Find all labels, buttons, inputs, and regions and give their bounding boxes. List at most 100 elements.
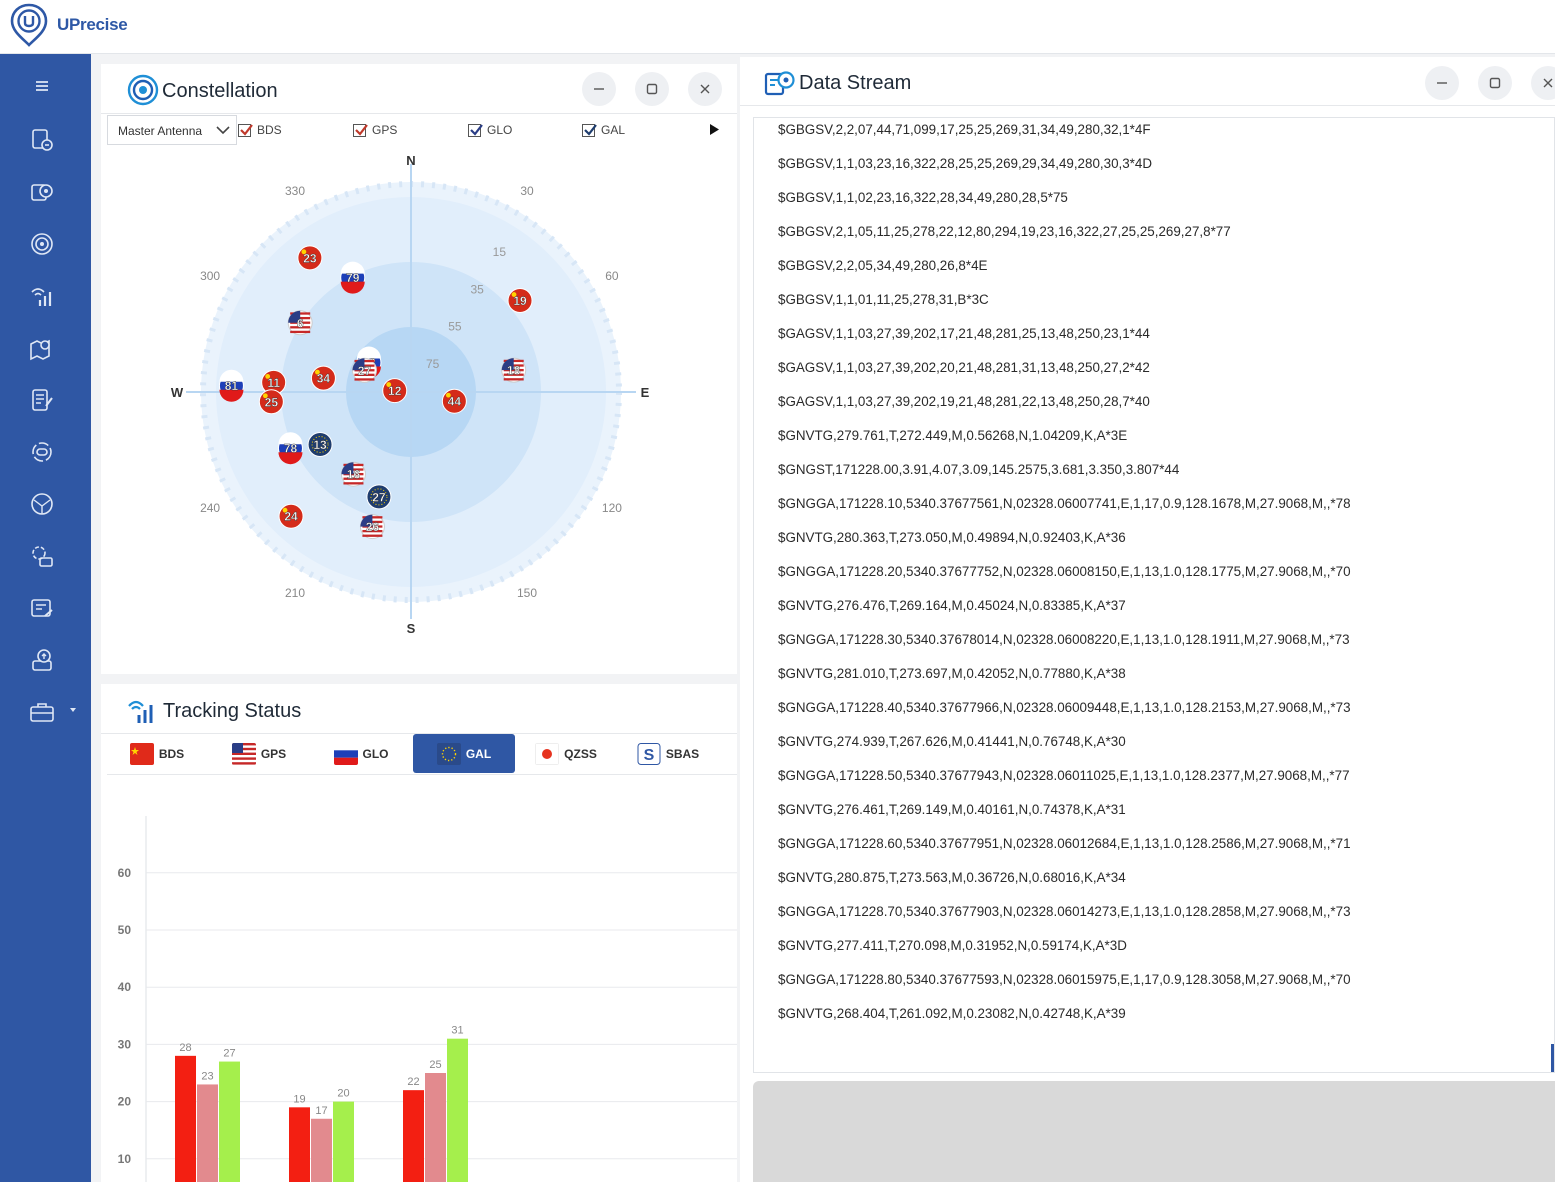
data-log-icon[interactable] (24, 590, 60, 626)
stream-line: $GBGSV,1,1,01,11,25,278,31,B*3C (778, 292, 989, 307)
notes-edit-icon[interactable] (24, 382, 60, 418)
bar-value-label: 25 (429, 1059, 441, 1071)
satellite-glo-81[interactable]: 81 (218, 369, 244, 402)
azimuth-label: 300 (200, 269, 220, 283)
menu-icon[interactable] (24, 68, 60, 104)
azimuth-label: 120 (602, 501, 622, 515)
satellite-gps-18[interactable]: 18 (501, 357, 527, 383)
satellite-bds-12[interactable]: 12 (382, 378, 408, 404)
satellite-id-label: 19 (513, 294, 527, 308)
satellite-bds-34[interactable]: 34 (310, 365, 336, 391)
bar-value-label: 20 (337, 1088, 349, 1100)
bar-value-label: 19 (293, 1093, 305, 1105)
satellite-gps-27[interactable]: 27 (351, 357, 377, 383)
data-stream-log[interactable]: $GBGSV,2,2,07,44,71,099,17,25,25,269,31,… (753, 117, 1555, 1073)
stream-line: $GNGGA,171228.50,5340.37677943,N,02328.0… (778, 768, 1350, 783)
map-location-icon[interactable] (24, 330, 60, 366)
bar (289, 1107, 310, 1182)
minimize-button[interactable] (1425, 66, 1459, 100)
satellite-id-label: 81 (225, 379, 239, 393)
filter-bds-checkbox[interactable]: BDS (238, 123, 282, 137)
satellite-bds-25[interactable]: 25 (258, 389, 284, 415)
satellite-gps-16[interactable]: 16 (340, 461, 366, 487)
y-tick-label: 50 (118, 923, 132, 937)
satellite-gal-13[interactable]: 13 (307, 432, 333, 457)
satellite-gal-27[interactable]: 27 (366, 484, 392, 510)
tab-gps[interactable]: GPS (208, 734, 310, 773)
elevation-label: 55 (448, 320, 462, 334)
signal-bar-chart: 10 20 30 40 50 60 28 23 27 19 17 20 22 25 31 (118, 816, 737, 1182)
target-settings-icon[interactable] (24, 434, 60, 470)
satellite-gps-6[interactable]: 6 (287, 310, 313, 336)
satellite-id-label: 6 (297, 316, 304, 330)
satellite-gps-26[interactable]: 26 (359, 514, 385, 540)
maximize-icon (1489, 77, 1501, 89)
tracking-signal-icon[interactable] (24, 278, 60, 314)
elevation-label: 35 (470, 282, 484, 296)
satellite-id-label: 18 (507, 364, 521, 378)
satellite-id-label: 16 (347, 468, 361, 482)
azimuth-label: 210 (285, 586, 305, 600)
device-config-icon[interactable] (24, 538, 60, 574)
y-tick-label: 30 (118, 1037, 132, 1051)
usa-flag-icon (231, 742, 256, 765)
stream-line: $GNGGA,171228.80,5340.37677593,N,02328.0… (778, 972, 1351, 987)
azimuth-label: 240 (200, 501, 220, 515)
upload-firmware-icon[interactable] (24, 642, 60, 678)
checkbox-icon (468, 123, 483, 137)
constellation-icon (127, 74, 159, 106)
satellite-bds-24[interactable]: 24 (278, 503, 304, 529)
stream-line: $GBGSV,2,1,05,11,25,278,22,12,80,294,19,… (778, 224, 1231, 239)
tab-gal[interactable]: GAL (413, 734, 515, 773)
bar (175, 1055, 196, 1182)
bar (311, 1118, 332, 1182)
satellite-bds-23[interactable]: 23 (297, 245, 323, 271)
maximize-button[interactable] (635, 72, 669, 106)
azimuth-label: 30 (520, 184, 534, 198)
satellite-glo-79[interactable]: 79 (340, 261, 366, 294)
data-stream-icon (764, 71, 795, 96)
globe-network-icon[interactable] (24, 486, 60, 522)
sidebar (0, 54, 91, 1182)
data-stream-icon[interactable] (24, 174, 60, 210)
satellite-glo-78[interactable]: 78 (277, 432, 303, 465)
tab-qzss[interactable]: QZSS (515, 734, 617, 773)
tab-label: SBAS (665, 746, 700, 761)
antenna-select[interactable]: Master Antenna (107, 115, 237, 145)
device-connect-icon[interactable] (24, 122, 60, 158)
satellite-bds-44[interactable]: 44 (441, 388, 467, 414)
stream-line: $GNGGA,171228.30,5340.37678014,N,02328.0… (778, 632, 1350, 647)
minimize-button[interactable] (582, 72, 616, 106)
tab-bds[interactable]: BDS (106, 734, 208, 773)
maximize-button[interactable] (1478, 66, 1512, 100)
bar (197, 1084, 218, 1182)
caret-down-icon[interactable] (69, 706, 77, 714)
filter-gps-checkbox[interactable]: GPS (353, 123, 397, 137)
y-tick-label: 20 (118, 1095, 132, 1109)
y-tick-label: 10 (118, 1152, 132, 1166)
elevation-label: 75 (426, 357, 440, 371)
filter-glo-checkbox[interactable]: GLO (468, 123, 512, 137)
panel-title: Tracking Status (163, 700, 302, 722)
tab-sbas[interactable]: S SBAS (617, 734, 719, 773)
minimize-icon (594, 88, 604, 90)
satellite-id-label: 34 (317, 372, 331, 386)
satellite-id-label: 24 (284, 510, 298, 524)
scrollbar-thumb[interactable] (1551, 1044, 1554, 1072)
panel-title: Constellation (162, 80, 278, 102)
play-icon[interactable] (708, 123, 720, 136)
compass-south: S (407, 621, 416, 636)
divider (107, 774, 737, 775)
stream-line: $GAGSV,1,1,03,27,39,202,19,21,48,281,22,… (778, 394, 1150, 409)
satellite-bds-19[interactable]: 19 (507, 288, 533, 314)
uprecise-logo-icon (10, 3, 48, 47)
tab-glo[interactable]: GLO (310, 734, 412, 773)
close-button[interactable] (688, 72, 722, 106)
satellite-id-label: 13 (313, 438, 327, 452)
checkbox-icon (582, 123, 597, 137)
stream-line: $GNVTG,279.761,T,272.449,M,0.56268,N,1.0… (778, 428, 1128, 443)
constellation-icon[interactable] (24, 226, 60, 262)
toolbox-icon[interactable] (24, 694, 60, 730)
close-button[interactable] (1531, 66, 1555, 100)
filter-gal-checkbox[interactable]: GAL (582, 123, 625, 137)
